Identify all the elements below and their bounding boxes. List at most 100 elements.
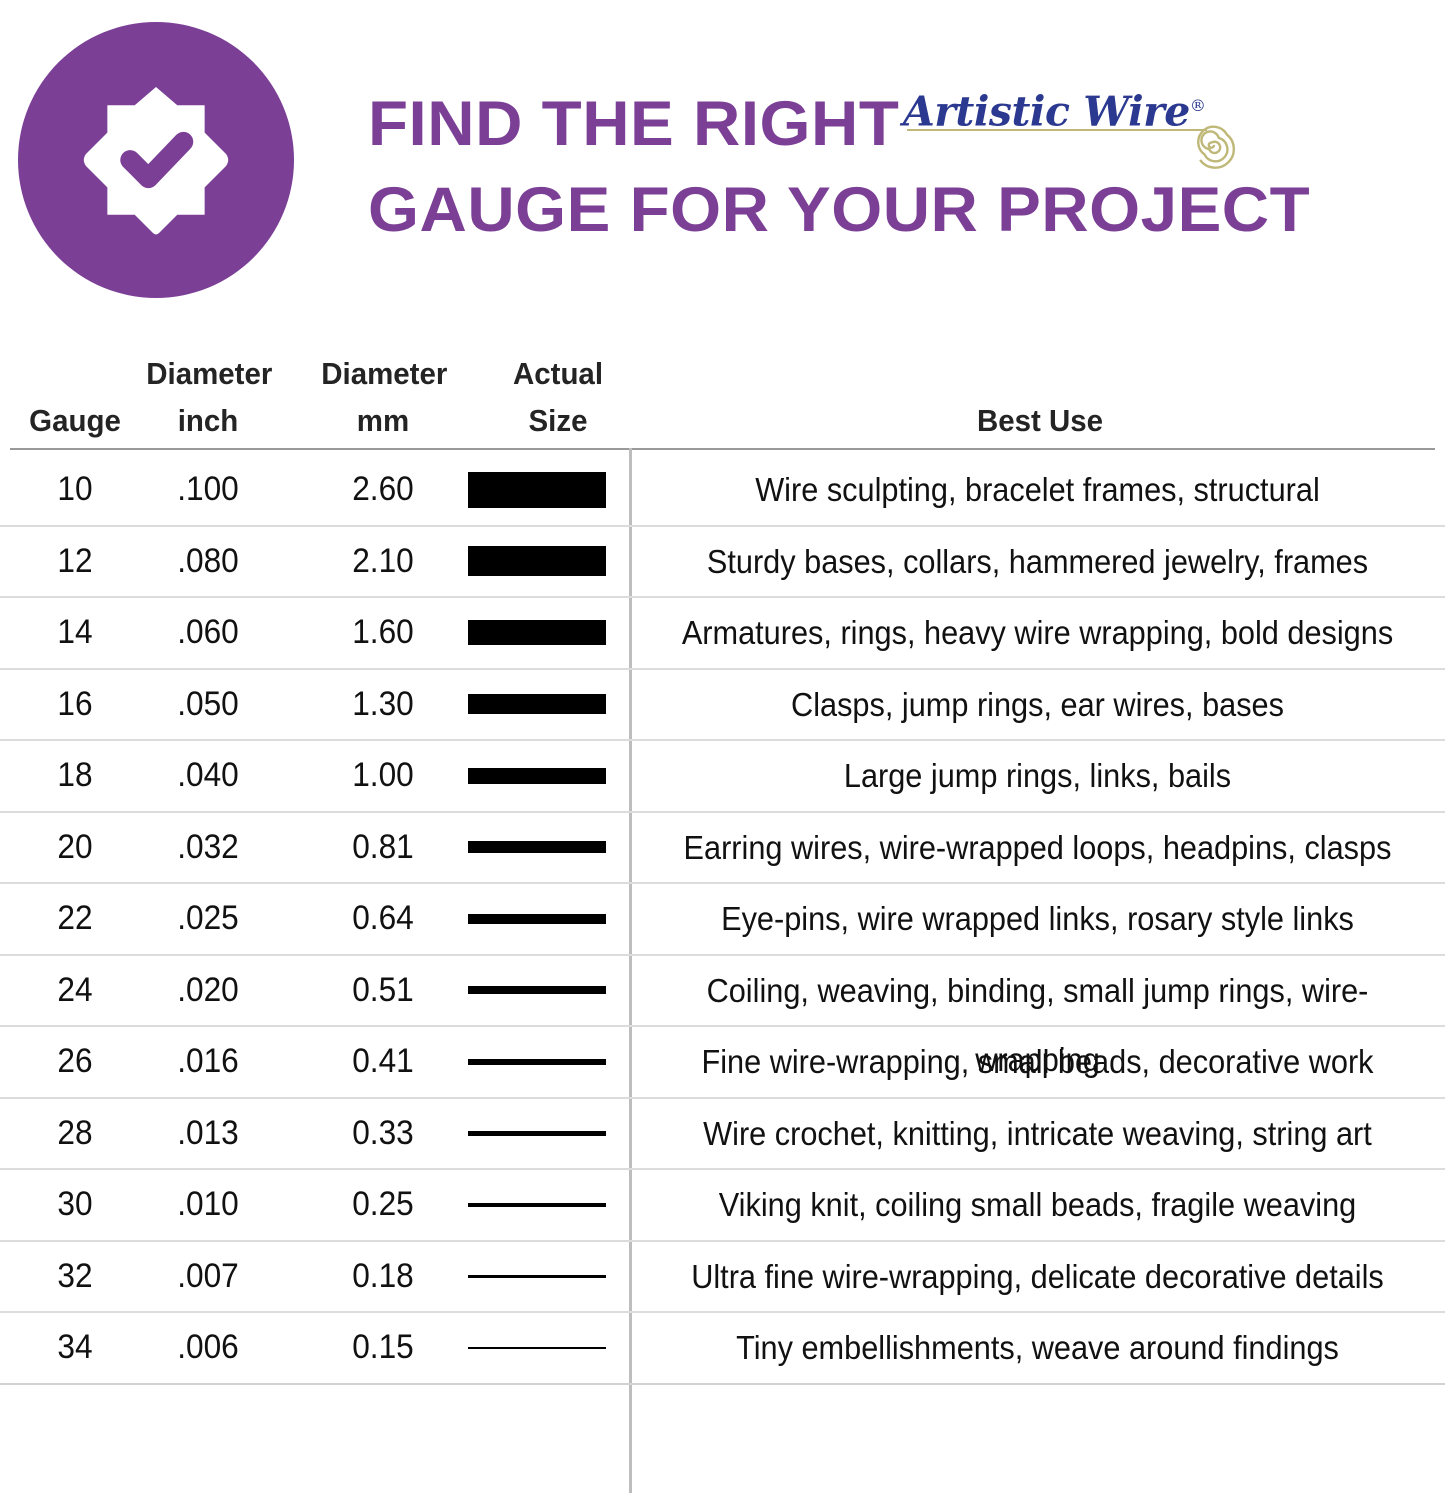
cell-diameter-inch: .013 xyxy=(177,1113,239,1152)
cell-diameter-inch: .100 xyxy=(177,470,239,508)
cell-diameter-mm: 0.25 xyxy=(352,1185,414,1223)
header-diameter-inch: inch xyxy=(177,403,239,438)
check-badge-logo xyxy=(18,22,294,298)
wire-thickness-bar xyxy=(468,1202,606,1207)
cell-diameter-mm: 0.64 xyxy=(352,899,414,937)
table-row: 10 .100 2.60 Wire sculpting, bracelet frame… xyxy=(0,455,1445,527)
wire-thickness-bar xyxy=(468,1058,606,1065)
cell-gauge: 28 xyxy=(57,1113,93,1152)
cell-actual-size xyxy=(468,1027,606,1097)
cell-best-use: Coiling, weaving, binding, small jump ri… xyxy=(706,971,1369,1079)
cell-gauge: 12 xyxy=(57,541,93,580)
artistic-wire-text: Artistic Wire xyxy=(902,87,1190,136)
cell-diameter-inch: .080 xyxy=(177,541,239,580)
table-row: 18 .040 1.00 Large jump rings, links, bails xyxy=(0,741,1445,813)
cell-best-use: Wire sculpting, bracelet frames, structu… xyxy=(755,471,1320,508)
cell-diameter-inch: .025 xyxy=(177,899,239,937)
cell-best-use: Armatures, rings, heavy wire wrapping, b… xyxy=(681,614,1394,651)
cell-actual-size xyxy=(468,1242,606,1312)
table-row: 32 .007 0.18 Ultra fine wire-wrapping, deli… xyxy=(0,1242,1445,1313)
cell-gauge: 26 xyxy=(57,1042,93,1080)
wire-thickness-bar xyxy=(468,1130,606,1136)
table-body: 10 .100 2.60 Wire sculpting, bracelet frame… xyxy=(0,455,1445,1385)
cell-diameter-inch: .016 xyxy=(177,1042,239,1080)
cell-diameter-mm: 1.30 xyxy=(352,684,414,723)
cell-gauge: 20 xyxy=(57,827,93,866)
header-diameter-mm: mm xyxy=(356,403,410,438)
column-divider xyxy=(629,448,632,1493)
wire-thickness-bar xyxy=(468,620,606,646)
cell-diameter-mm: 1.00 xyxy=(352,756,414,794)
cell-diameter-inch: .020 xyxy=(177,970,239,1009)
cell-diameter-inch: .032 xyxy=(177,827,239,866)
table-row: 14 .060 1.60 Armatures, rings, heavy wire w… xyxy=(0,598,1445,670)
wire-thickness-bar xyxy=(468,986,606,995)
wire-thickness-bar xyxy=(468,841,606,854)
cell-actual-size xyxy=(468,1170,606,1240)
table-row: 22 .025 0.64 Eye-pins, wire wrapped links, … xyxy=(0,884,1445,956)
cell-diameter-inch: .007 xyxy=(177,1256,239,1295)
header-diameter-mm-top: Diameter xyxy=(321,356,448,391)
cell-actual-size xyxy=(468,1313,606,1383)
registered-trademark-icon: ® xyxy=(1189,96,1206,115)
cell-best-use: Large jump rings, links, bails xyxy=(843,757,1232,794)
wire-thickness-bar xyxy=(468,546,606,577)
cell-diameter-mm: 2.60 xyxy=(352,470,414,508)
logo-rule xyxy=(906,129,1207,131)
header-diameter-inch-top: Diameter xyxy=(146,356,273,391)
cell-gauge: 16 xyxy=(57,684,93,723)
header-underline xyxy=(10,448,1435,450)
wire-gauge-table: Diameter Diameter Actual Gauge inch mm S… xyxy=(0,330,1445,1493)
table-row: 30 .010 0.25 Viking knit, coiling small bea… xyxy=(0,1170,1445,1242)
cell-diameter-mm: 0.51 xyxy=(352,970,414,1009)
wire-thickness-bar xyxy=(468,767,606,784)
cell-diameter-mm: 0.41 xyxy=(352,1042,414,1080)
cell-actual-size xyxy=(468,455,606,525)
wire-thickness-bar xyxy=(468,1346,606,1349)
artistic-wire-wordmark: Artistic Wire® xyxy=(902,82,1206,136)
cell-best-use: Tiny embellishments, weave around findin… xyxy=(736,1329,1339,1366)
cell-diameter-mm: 0.81 xyxy=(352,827,414,866)
header-actual-size-top: Actual xyxy=(512,356,604,391)
cell-gauge: 18 xyxy=(57,756,93,794)
page-title: FIND THE RIGHT Artistic Wire® GAUGE FOR … xyxy=(368,88,1368,246)
cell-diameter-inch: .006 xyxy=(177,1328,239,1366)
cell-best-use: Viking knit, coiling small beads, fragil… xyxy=(718,1186,1357,1223)
table-row: 12 .080 2.10 Sturdy bases, collars, hammere… xyxy=(0,527,1445,598)
cell-gauge: 10 xyxy=(57,470,93,508)
cell-actual-size xyxy=(468,956,606,1026)
header-gauge: Gauge xyxy=(29,403,121,438)
cell-diameter-mm: 0.15 xyxy=(352,1328,414,1366)
cell-gauge: 32 xyxy=(57,1256,93,1295)
artistic-wire-logo: Artistic Wire® xyxy=(902,82,1235,169)
wire-thickness-bar xyxy=(468,913,606,924)
table-row: 26 .016 0.41 Fine wire-wrapping, small bead… xyxy=(0,1027,1445,1099)
wire-thickness-bar xyxy=(468,694,606,715)
cell-gauge: 34 xyxy=(57,1328,93,1366)
title-line-1: FIND THE RIGHT xyxy=(368,89,900,159)
cell-gauge: 24 xyxy=(57,970,93,1009)
cell-diameter-inch: .060 xyxy=(177,613,239,651)
title-line-2: GAUGE FOR YOUR PROJECT xyxy=(368,175,1311,245)
table-row: 24 .020 0.51 Coiling, weaving, binding, sma… xyxy=(0,956,1445,1079)
check-badge-icon xyxy=(80,84,232,236)
cell-best-use: Sturdy bases, collars, hammered jewelry,… xyxy=(706,542,1369,580)
cell-actual-size xyxy=(468,884,606,954)
wire-thickness-bar xyxy=(468,1274,606,1278)
wire-thickness-bar xyxy=(468,471,606,508)
cell-actual-size xyxy=(468,813,606,883)
cell-best-use: Wire crochet, knitting, intricate weavin… xyxy=(703,1114,1372,1152)
cell-diameter-mm: 2.10 xyxy=(352,541,414,580)
cell-diameter-mm: 0.33 xyxy=(352,1113,414,1152)
cell-best-use: Fine wire-wrapping, small beads, decorat… xyxy=(701,1043,1374,1080)
page-header: FIND THE RIGHT Artistic Wire® GAUGE FOR … xyxy=(0,0,1445,330)
cell-diameter-mm: 0.18 xyxy=(352,1256,414,1295)
cell-gauge: 30 xyxy=(57,1185,93,1223)
cell-best-use: Clasps, jump rings, ear wires, bases xyxy=(791,685,1284,723)
spiral-icon xyxy=(1187,118,1241,172)
cell-actual-size xyxy=(468,598,606,668)
cell-actual-size xyxy=(468,670,606,740)
cell-actual-size xyxy=(468,1099,606,1169)
cell-diameter-inch: .010 xyxy=(177,1185,239,1223)
table-row: 28 .013 0.33 Wire crochet, knitting, intric… xyxy=(0,1099,1445,1170)
